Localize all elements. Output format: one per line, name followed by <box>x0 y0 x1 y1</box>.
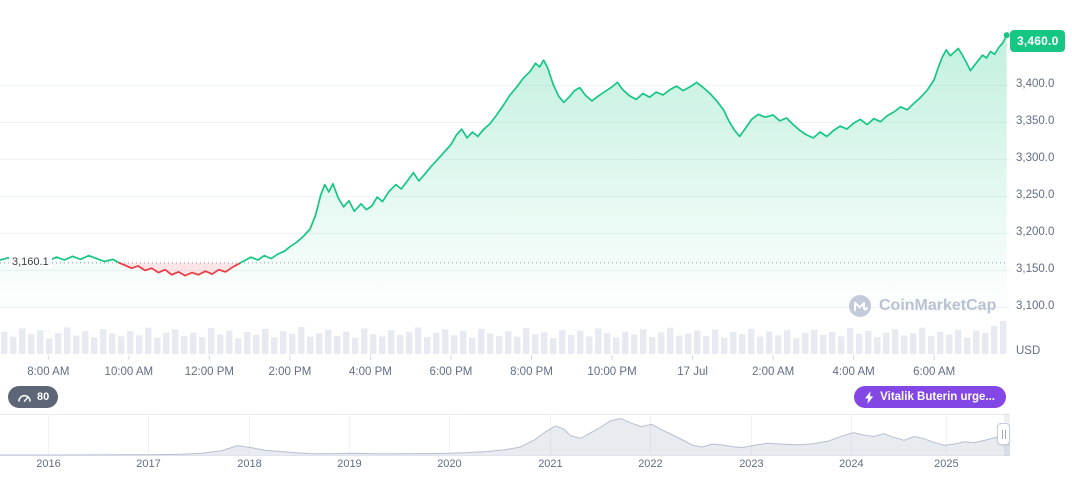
price-axis-label: 3,300.0 <box>1016 152 1055 165</box>
navigator-year-label: 2024 <box>839 458 864 470</box>
history-navigator[interactable] <box>0 414 1010 456</box>
time-axis-label: 10:00 PM <box>587 366 637 378</box>
watermark: CoinMarketCap <box>848 294 996 318</box>
navigator-year-label: 2019 <box>337 458 362 470</box>
time-axis-label: 6:00 PM <box>429 366 473 378</box>
time-axis-label: 12:00 PM <box>184 366 234 378</box>
fear-greed-badge[interactable]: 80 <box>8 386 59 408</box>
navigator-year-label: 2017 <box>136 458 161 470</box>
open-price-label: 3,160.1 <box>9 256 52 268</box>
time-axis-label: 8:00 AM <box>27 366 70 378</box>
time-axis-label: 4:00 PM <box>349 366 392 378</box>
price-chart-svg[interactable] <box>0 0 1072 362</box>
time-axis-label: 6:00 AM <box>913 366 956 378</box>
price-axis-label: 3,200.0 <box>1016 226 1055 239</box>
navigator-year-label: 2020 <box>437 458 462 470</box>
price-axis-unit: USD <box>1016 345 1041 357</box>
navigator-year-label: 2023 <box>739 458 764 470</box>
gauge-icon <box>18 394 31 402</box>
watermark-text: CoinMarketCap <box>879 297 997 314</box>
price-axis-label: 3,150.0 <box>1016 263 1055 276</box>
navigator-year-label: 2025 <box>934 458 959 470</box>
navigator-year-label: 2018 <box>237 458 262 470</box>
fear-greed-value: 80 <box>37 391 50 403</box>
navigator-year-label: 2021 <box>538 458 563 470</box>
price-axis-label: 3,100.0 <box>1016 300 1055 313</box>
navigator-year-axis: 2016 2017 2018 2019 2020 2021 2022 2023 2024 2025 <box>0 458 1010 472</box>
lightning-icon <box>865 390 874 404</box>
current-price-badge: 3,460.0 <box>1010 30 1066 52</box>
news-flash-label: Vitalik Buterin urge... <box>880 391 995 403</box>
price-axis-label: 3,250.0 <box>1016 189 1055 202</box>
navigator-resize-handle[interactable] <box>997 423 1010 445</box>
time-axis-label: 4:00 AM <box>832 366 875 378</box>
time-axis-label: 2:00 PM <box>268 366 312 378</box>
volume-bars <box>1 320 1007 354</box>
time-axis-label: 17 Jul <box>677 366 708 378</box>
time-axis-label: 8:00 PM <box>510 366 553 378</box>
time-axis-label: 10:00 AM <box>104 366 154 378</box>
price-axis-label: 3,400.0 <box>1016 78 1055 91</box>
news-flash-badge[interactable]: Vitalik Buterin urge... <box>854 386 1006 408</box>
price-axis-label: 3,350.0 <box>1016 115 1055 128</box>
navigator-year-label: 2022 <box>638 458 663 470</box>
time-axis: 8:00 AM 10:00 AM 12:00 PM 2:00 PM 4:00 PM 6:0… <box>0 366 1010 382</box>
coinmarketcap-logo-icon <box>849 295 871 317</box>
navigator-year-label: 2016 <box>36 458 61 470</box>
time-axis-label: 2:00 AM <box>752 366 795 378</box>
area-fill <box>0 35 1007 318</box>
